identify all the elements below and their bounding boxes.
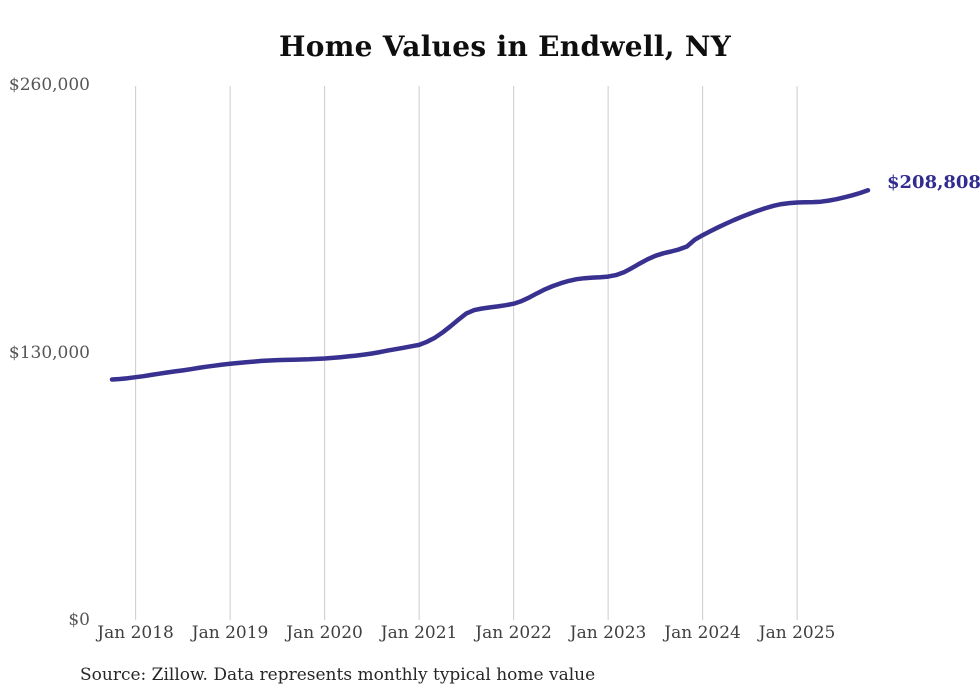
latest-value-label: $208,808 [887, 172, 980, 193]
x-tick-label: Jan 2019 [191, 623, 269, 643]
y-tick-label: $260,000 [8, 75, 90, 95]
y-tick-label: $130,000 [8, 342, 90, 363]
x-tick-label: Jan 2025 [758, 623, 836, 643]
x-tick-label: Jan 2023 [569, 623, 647, 643]
source-note: Source: Zillow. Data represents monthly … [80, 665, 596, 685]
home-value-line [109, 188, 871, 382]
x-tick-label: Jan 2024 [664, 623, 741, 643]
gridlines [135, 86, 798, 620]
chart-title: Home Values in Endwell, NY [278, 30, 732, 63]
y-tick-label: $0 [68, 610, 90, 630]
x-tick-label: Jan 2018 [97, 623, 174, 643]
x-tick-label: Jan 2021 [380, 623, 458, 643]
x-tick-label: Jan 2022 [475, 623, 552, 643]
x-tick-label: Jan 2020 [286, 623, 363, 643]
